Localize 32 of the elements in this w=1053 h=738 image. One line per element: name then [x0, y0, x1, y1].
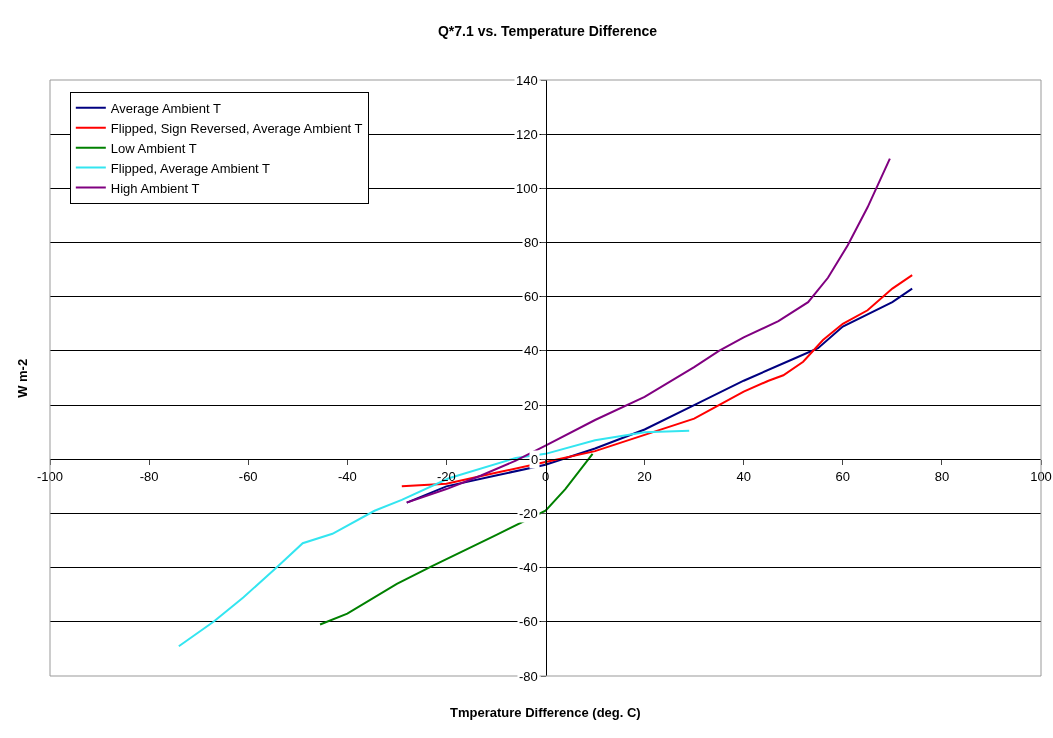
x-tick-label: 100 — [1030, 468, 1052, 484]
y-tick-label: 40 — [524, 343, 539, 358]
legend-label: Low Ambient T — [110, 140, 197, 156]
legend-label: Flipped, Sign Reversed, Average Ambient T — [110, 120, 363, 136]
x-tick-label: -40 — [337, 468, 357, 484]
chart-title: Q*7.1 vs. Temperature Difference — [437, 22, 658, 39]
y-tick-label: 60 — [524, 289, 539, 304]
y-axis-title: W m-2 — [14, 358, 30, 398]
x-tick-label: -100 — [36, 468, 64, 484]
y-tick-label: 0 — [531, 452, 539, 467]
line-series — [177, 429, 691, 648]
y-tick-label: 140 — [516, 73, 538, 88]
y-tick-label: 80 — [524, 235, 539, 250]
x-tick-label: 40 — [736, 468, 751, 484]
legend-label: Average Ambient T — [110, 100, 221, 116]
y-tick-label: 120 — [516, 127, 538, 142]
y-tick-label: 100 — [516, 181, 538, 196]
y-tick-label: -20 — [519, 506, 538, 521]
x-tick-label: -60 — [238, 468, 258, 484]
line-series — [319, 452, 594, 626]
y-tick-label: -60 — [519, 614, 538, 629]
x-axis-title: Tmperature Difference (deg. C) — [450, 705, 641, 720]
x-tick-label: 80 — [934, 468, 950, 484]
legend-label: High Ambient T — [110, 180, 200, 196]
x-tick-label: 20 — [637, 468, 652, 484]
x-tick-label: -80 — [139, 468, 159, 484]
y-tick-label: 20 — [524, 398, 539, 413]
legend-label: Flipped, Average Ambient T — [110, 160, 271, 176]
y-tick-label: -80 — [519, 669, 538, 684]
line-series — [405, 157, 891, 504]
x-tick-label: 60 — [835, 468, 851, 484]
y-tick-label: -40 — [519, 560, 538, 575]
